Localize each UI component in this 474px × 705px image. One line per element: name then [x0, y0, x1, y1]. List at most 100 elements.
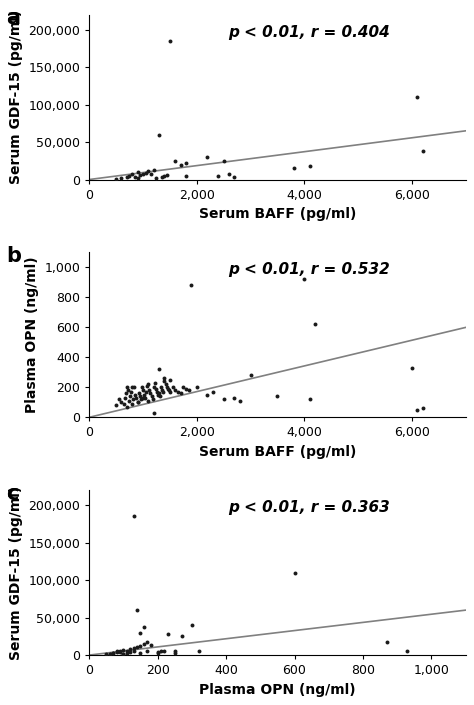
Point: [166, 35, 173, 47]
Point: [404, 646, 411, 657]
Point: [145, 165, 152, 176]
Point: [204, 152, 211, 163]
Point: [135, 388, 142, 399]
Point: [164, 628, 172, 639]
Point: [133, 642, 141, 653]
Point: [154, 646, 162, 658]
Point: [119, 648, 127, 659]
Point: [150, 164, 157, 176]
Point: [122, 388, 129, 399]
Point: [177, 159, 184, 170]
Point: [130, 645, 137, 656]
Point: [220, 155, 228, 166]
Point: [150, 381, 157, 393]
Point: [137, 640, 144, 651]
Point: [166, 386, 173, 398]
Point: [124, 385, 132, 396]
Point: [133, 392, 140, 403]
Point: [121, 392, 128, 403]
Point: [161, 373, 168, 384]
Point: [136, 391, 144, 402]
Point: [172, 155, 179, 166]
Y-axis label: Serum GDF-15 (pg/ml): Serum GDF-15 (pg/ml): [9, 10, 23, 184]
Point: [137, 627, 144, 638]
Point: [157, 381, 165, 393]
Text: b: b: [6, 246, 21, 266]
Point: [128, 386, 135, 398]
Point: [130, 381, 138, 393]
Point: [178, 631, 185, 642]
Text: a: a: [6, 8, 20, 28]
Point: [139, 385, 147, 396]
Point: [128, 398, 136, 410]
Point: [166, 374, 173, 386]
Text: p < 0.01, r = 0.363: p < 0.01, r = 0.363: [228, 500, 390, 515]
Point: [109, 647, 117, 658]
Point: [128, 381, 136, 393]
Point: [161, 646, 168, 657]
Point: [146, 385, 153, 396]
Point: [225, 168, 233, 179]
Point: [134, 397, 141, 408]
Point: [157, 646, 165, 657]
Point: [408, 362, 416, 374]
Point: [153, 173, 160, 184]
Point: [195, 646, 202, 657]
Text: c: c: [6, 484, 18, 503]
Point: [123, 381, 131, 393]
Point: [148, 391, 155, 402]
Point: [209, 386, 217, 398]
Point: [127, 644, 134, 655]
Point: [158, 385, 166, 396]
Point: [171, 647, 179, 658]
Point: [149, 393, 156, 405]
Point: [273, 390, 281, 401]
Point: [419, 145, 427, 157]
Point: [129, 393, 137, 405]
Text: p < 0.01, r = 0.404: p < 0.01, r = 0.404: [228, 25, 390, 39]
Point: [301, 274, 308, 285]
Point: [119, 648, 127, 659]
Point: [230, 392, 238, 403]
Point: [413, 404, 421, 415]
Point: [131, 171, 139, 182]
Point: [413, 92, 421, 103]
Point: [290, 163, 297, 174]
Point: [123, 171, 131, 183]
Point: [134, 173, 141, 184]
X-axis label: Plasma OPN (ng/ml): Plasma OPN (ng/ml): [199, 682, 356, 697]
Point: [220, 393, 228, 405]
Point: [106, 648, 113, 659]
Point: [137, 393, 145, 405]
Point: [147, 639, 155, 651]
Point: [180, 381, 187, 393]
Point: [123, 647, 131, 658]
Point: [155, 364, 163, 375]
Point: [120, 398, 128, 410]
Point: [109, 647, 117, 658]
Point: [145, 396, 152, 407]
X-axis label: Serum BAFF (pg/ml): Serum BAFF (pg/ml): [199, 207, 356, 221]
Point: [123, 401, 131, 412]
Point: [139, 168, 147, 180]
Point: [171, 646, 179, 657]
Point: [112, 173, 120, 185]
Point: [177, 388, 184, 399]
Point: [145, 379, 152, 390]
Point: [140, 621, 148, 632]
Point: [113, 646, 120, 657]
Point: [142, 386, 150, 398]
Point: [236, 396, 244, 407]
Point: [137, 647, 144, 658]
Point: [138, 381, 146, 393]
Point: [161, 170, 168, 181]
Point: [116, 646, 124, 658]
Point: [140, 638, 148, 649]
X-axis label: Serum BAFF (pg/ml): Serum BAFF (pg/ml): [199, 445, 356, 459]
Point: [127, 646, 134, 658]
Point: [115, 393, 122, 405]
Point: [140, 389, 148, 400]
Point: [154, 389, 162, 400]
Point: [247, 369, 255, 380]
Point: [118, 397, 125, 408]
